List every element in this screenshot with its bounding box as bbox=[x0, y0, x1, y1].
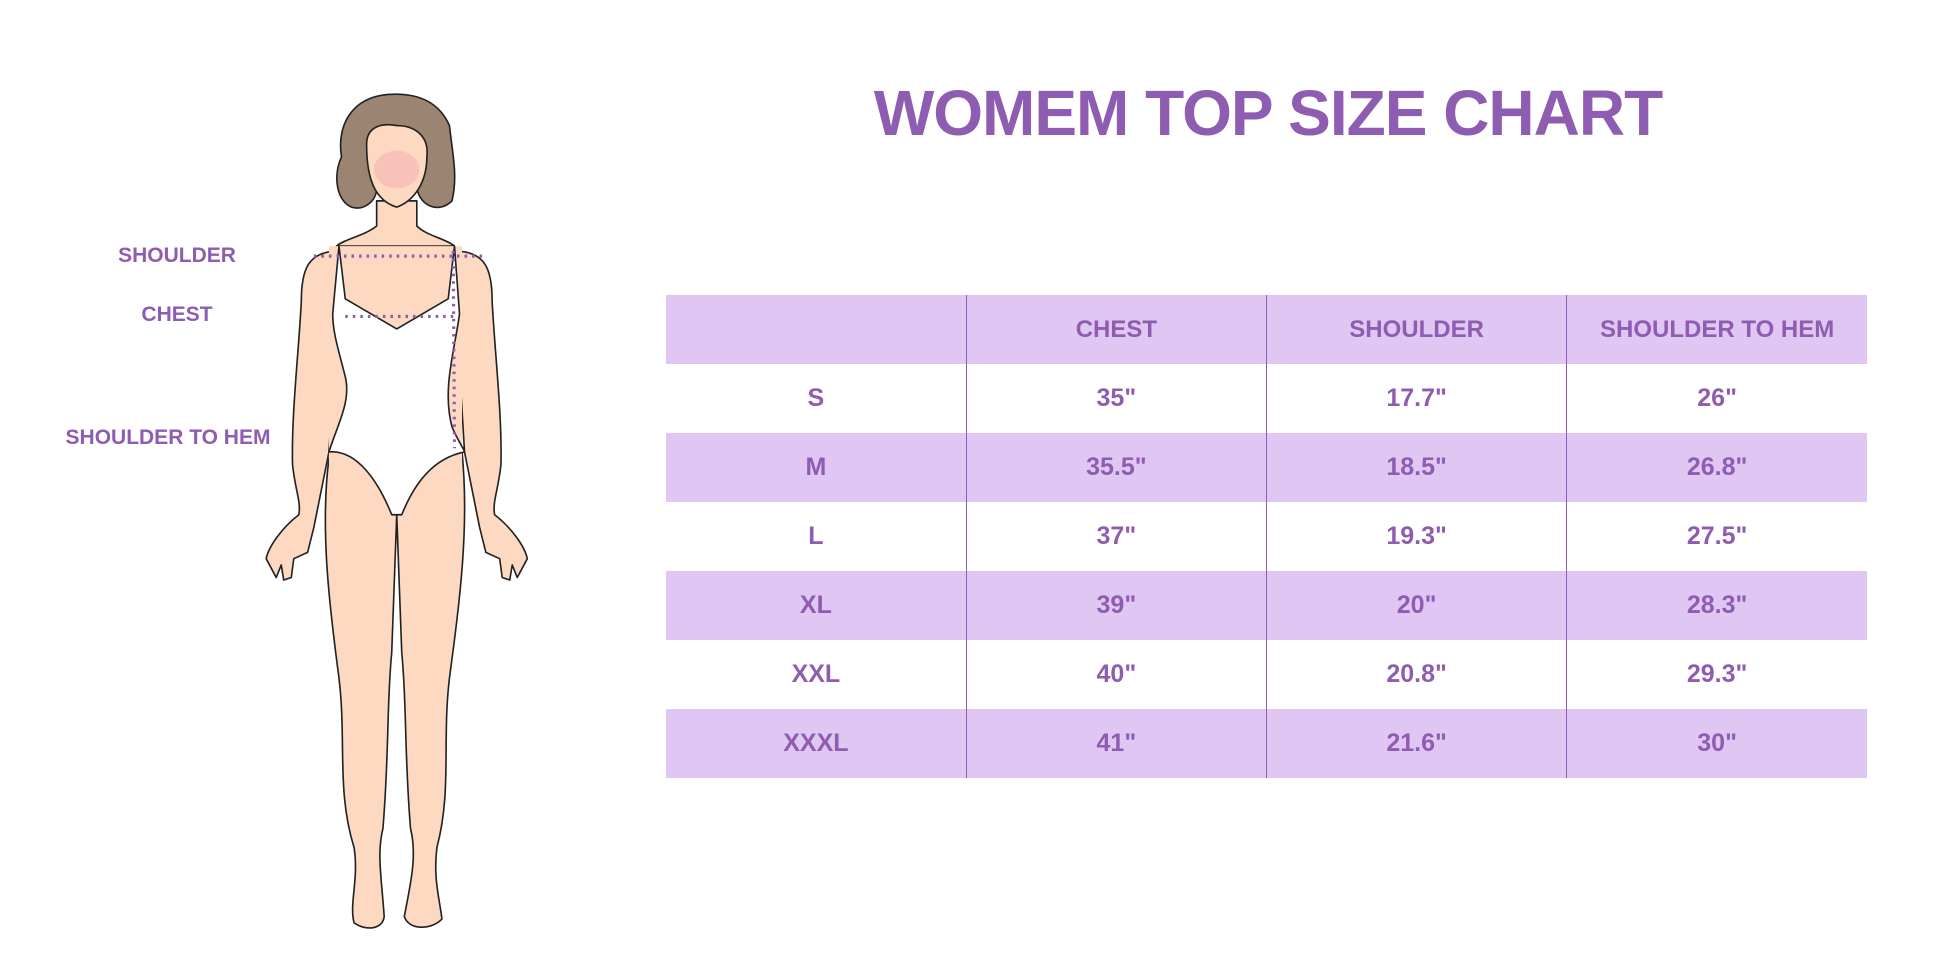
size-cell: XXL bbox=[791, 660, 841, 688]
table-row: M 35.5" 18.5" 26.8" bbox=[666, 433, 1867, 502]
table-cell: 20" bbox=[1265, 571, 1567, 640]
size-cell: S bbox=[807, 384, 825, 412]
table-cell: 18.5" bbox=[1265, 433, 1567, 502]
size-cell: M bbox=[805, 453, 827, 481]
page-title: WOMEM TOP SIZE CHART bbox=[873, 77, 1663, 149]
table-cell: 41" bbox=[965, 709, 1267, 778]
table-cell: 35.5" bbox=[965, 433, 1267, 502]
left-arm bbox=[265, 250, 340, 581]
table-row: XXXL 41" 21.6" 30" bbox=[666, 709, 1867, 778]
table-cell: 20.8" bbox=[1265, 640, 1567, 709]
table-cell: 19.3" bbox=[1265, 502, 1567, 571]
size-cell: XXXL bbox=[783, 729, 849, 757]
table-header-row: CHEST SHOULDER SHOULDER TO HEM bbox=[666, 295, 1867, 364]
table-row: S 35" 17.7" 26" bbox=[666, 364, 1867, 433]
table-row: XXL 40" 20.8" 29.3" bbox=[666, 640, 1867, 709]
table-cell: 26" bbox=[1566, 364, 1867, 433]
legs bbox=[324, 451, 466, 929]
measurement-lines bbox=[313, 251, 484, 449]
header-cell: SHOULDER TO HEM bbox=[1566, 295, 1867, 364]
table-cell: 29.3" bbox=[1566, 640, 1867, 709]
shoulder-to-hem-line bbox=[451, 251, 457, 449]
table-cell: 28.3" bbox=[1566, 571, 1867, 640]
table-cell: 17.7" bbox=[1265, 364, 1567, 433]
right-arm bbox=[453, 250, 529, 581]
header-cell bbox=[666, 295, 966, 364]
table-cell: 37" bbox=[965, 502, 1267, 571]
blush bbox=[374, 150, 420, 189]
label-chest: CHEST bbox=[141, 303, 213, 326]
table-row: L 37" 19.3" 27.5" bbox=[666, 502, 1867, 571]
table-cell: 35" bbox=[965, 364, 1267, 433]
table-cell: 39" bbox=[965, 571, 1267, 640]
size-table: CHEST SHOULDER SHOULDER TO HEM S 35" 17.… bbox=[666, 295, 1867, 778]
table-row: XL 39" 20" 28.3" bbox=[666, 571, 1867, 640]
bodysuit bbox=[328, 245, 466, 516]
table-cell: 27.5" bbox=[1566, 502, 1867, 571]
size-cell: XL bbox=[799, 591, 832, 619]
table-cell: 26.8" bbox=[1566, 433, 1867, 502]
table-cell: 40" bbox=[965, 640, 1267, 709]
header-cell: SHOULDER bbox=[1265, 295, 1567, 364]
label-shoulder: SHOULDER bbox=[118, 244, 236, 267]
header-cell: CHEST bbox=[965, 295, 1267, 364]
table-cell: 21.6" bbox=[1265, 709, 1567, 778]
table-cell: 30" bbox=[1566, 709, 1867, 778]
label-shoulder-to-hem: SHOULDER TO HEM bbox=[65, 426, 271, 449]
size-cell: L bbox=[808, 522, 824, 550]
